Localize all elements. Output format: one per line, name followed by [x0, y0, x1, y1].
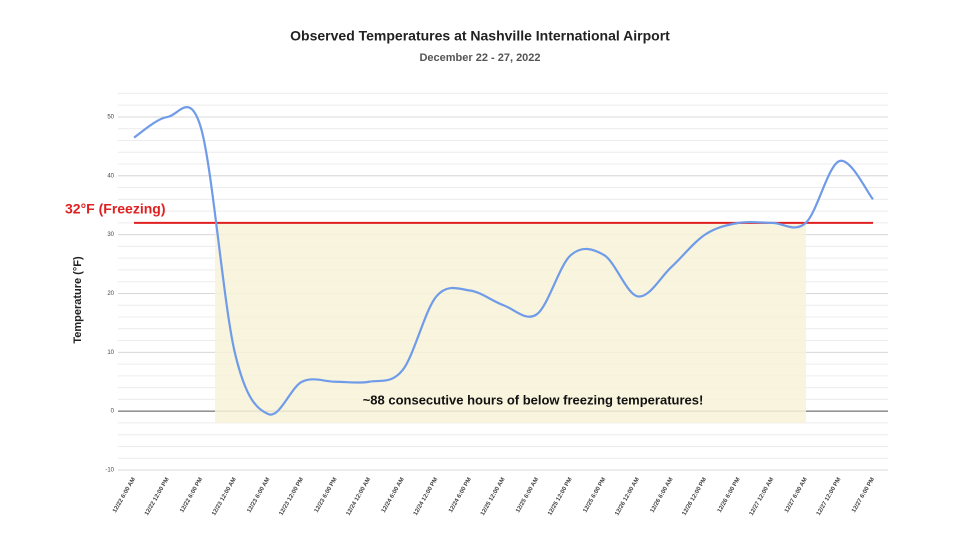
x-tick-label: 12/25 12:00 AM [480, 477, 507, 517]
y-tick-label: 20 [107, 291, 114, 297]
x-tick-label: 12/27 6:00 PM [851, 477, 876, 514]
chart-title: Observed Temperatures at Nashville Inter… [290, 28, 670, 44]
x-tick-label: 12/24 12:00 AM [346, 477, 373, 517]
y-tick-label: 0 [111, 409, 115, 415]
chart-subtitle: December 22 - 27, 2022 [419, 52, 540, 64]
x-tick-label: 12/22 6:00 AM [112, 477, 137, 514]
x-tick-label: 12/23 12:00 AM [211, 477, 238, 517]
x-tick-label: 12/25 12:00 PM [547, 477, 574, 517]
x-tick-label: 12/24 12:00 PM [413, 477, 440, 517]
x-tick-label: 12/27 6:00 AM [784, 477, 809, 514]
x-tick-label: 12/26 6:00 PM [717, 477, 742, 514]
y-tick-label: 10 [107, 350, 114, 356]
x-tick-label: 12/22 12:00 PM [144, 477, 171, 517]
x-tick-label: 12/27 12:00 PM [816, 477, 843, 517]
x-tick-label: 12/23 12:00 PM [279, 477, 306, 517]
x-tick-label: 12/26 12:00 AM [614, 477, 641, 517]
x-tick-label: 12/25 6:00 AM [515, 477, 540, 514]
x-tick-label: 12/24 6:00 AM [381, 477, 406, 514]
x-tick-label: 12/26 12:00 PM [682, 477, 709, 517]
x-tick-label: 12/23 6:00 AM [247, 477, 272, 514]
y-tick-label: 40 [107, 173, 114, 179]
x-tick-label: 12/27 12:00 AM [749, 477, 776, 517]
x-tick-label: 12/23 6:00 PM [314, 477, 339, 514]
freezing-label: 32°F (Freezing) [65, 201, 166, 217]
y-tick-label: -10 [105, 468, 114, 474]
below-freezing-shade [215, 222, 806, 423]
y-axis-label: Temperature (°F) [72, 256, 84, 344]
x-tick-label: 12/25 6:00 PM [582, 477, 607, 514]
plot [133, 106, 874, 423]
y-tick-label: 30 [107, 232, 114, 238]
x-tick-label: 12/26 6:00 AM [650, 477, 675, 514]
y-tick-label: 50 [107, 115, 114, 121]
temperature-line [133, 106, 874, 416]
x-tick-label: 12/22 6:00 PM [179, 477, 204, 514]
x-tick-label: 12/24 6:00 PM [448, 477, 473, 514]
annotation: ~88 consecutive hours of below freezing … [363, 392, 704, 407]
